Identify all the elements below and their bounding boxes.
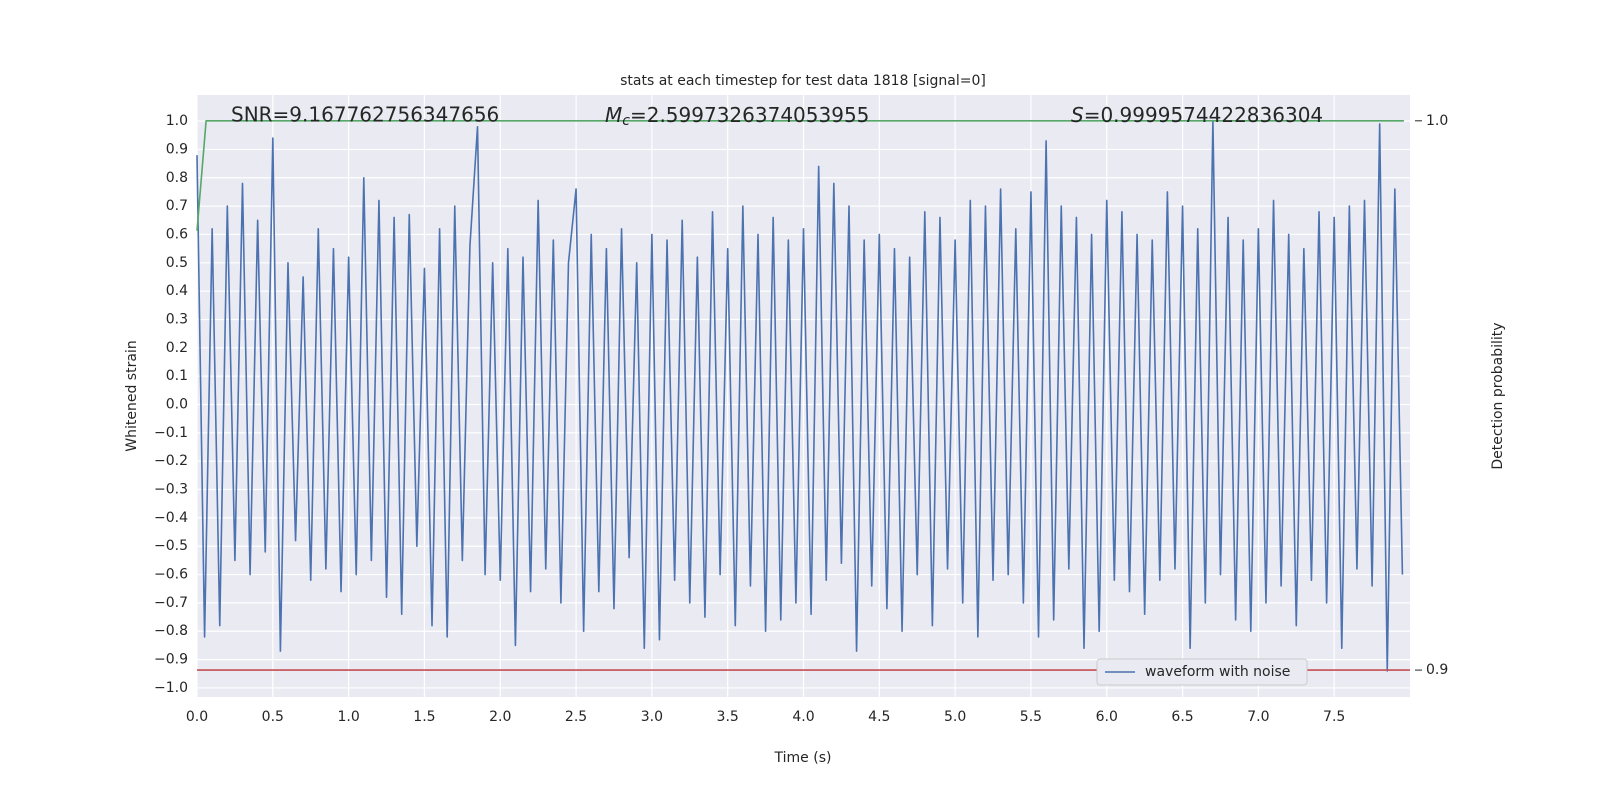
y2-tick-label: 0.9: [1426, 662, 1448, 678]
legend-label: waveform with noise: [1145, 664, 1290, 680]
y-tick-label: 0.8: [166, 170, 188, 186]
y-tick-label: −0.6: [154, 567, 188, 583]
y-tick-label: −0.3: [154, 482, 188, 498]
y2-tick-label: 1.0: [1426, 113, 1448, 129]
annotation: Mc=2.5997326374053955: [605, 103, 869, 130]
x-tick-label: 7.5: [1323, 709, 1345, 725]
y-tick-label: −0.1: [154, 425, 188, 441]
legend: waveform with noise: [1096, 658, 1308, 686]
series-line: [196, 120, 1404, 231]
x-tick-label: 0.5: [262, 709, 284, 725]
y-tick-label: 0.5: [166, 255, 188, 271]
annotation-text: =0.9999574422836304: [1084, 103, 1323, 127]
y-tick-label: −0.7: [154, 595, 188, 611]
x-axis-label: Time (s): [774, 750, 832, 766]
annotation-text: =2.5997326374053955: [630, 103, 869, 127]
x-tick-label: 6.5: [1171, 709, 1193, 725]
y-tick-label: −1.0: [154, 680, 188, 696]
y-axis-label: Whitened strain: [124, 340, 140, 451]
y-tick-label: 0.1: [166, 368, 188, 384]
y-tick-label: 0.2: [166, 340, 188, 356]
annotation: S=0.9999574422836304: [1071, 103, 1323, 127]
x-tick-label: 5.0: [944, 709, 966, 725]
annotation-symbol: M: [605, 103, 622, 127]
x-tick-label: 4.0: [792, 709, 814, 725]
annotation-symbol: S: [1071, 103, 1084, 127]
y-tick-label: −0.4: [154, 510, 188, 526]
y2-axis-label: Detection probability: [1490, 322, 1506, 469]
x-tick-label: 7.0: [1247, 709, 1269, 725]
y-tick-label: 0.3: [166, 311, 188, 327]
y-tick-label: 0.7: [166, 198, 188, 214]
x-tick-label: 4.5: [868, 709, 890, 725]
x-tick-label: 6.0: [1096, 709, 1118, 725]
y-tick-label: −0.5: [154, 538, 188, 554]
y-tick-label: −0.9: [154, 652, 188, 668]
annotation: SNR=9.167762756347656: [231, 103, 499, 127]
annotation-subscript: c: [622, 113, 630, 129]
chart-title: stats at each timestep for test data 181…: [620, 73, 986, 89]
x-tick-label: 2.0: [489, 709, 511, 725]
y-tick-label: 0.4: [166, 283, 188, 299]
y-tick-label: 1.0: [166, 113, 188, 129]
series-line: [196, 120, 1404, 672]
x-tick-label: 2.5: [565, 709, 587, 725]
x-tick-label: 1.0: [337, 709, 359, 725]
y-tick-label: −0.8: [154, 623, 188, 639]
x-tick-label: 3.0: [641, 709, 663, 725]
x-tick-label: 0.0: [186, 709, 208, 725]
y-tick-label: 0.0: [166, 397, 188, 413]
x-tick-label: 1.5: [413, 709, 435, 725]
legend-box: [1096, 658, 1308, 686]
x-tick-label: 5.5: [1020, 709, 1042, 725]
y-tick-label: 0.9: [166, 141, 188, 157]
y-tick-label: 0.6: [166, 226, 188, 242]
y-tick-label: −0.2: [154, 453, 188, 469]
x-tick-label: 3.5: [717, 709, 739, 725]
